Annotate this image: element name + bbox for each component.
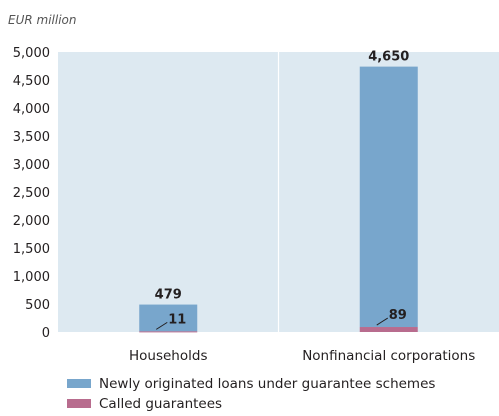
bar-nfc-called [359, 327, 418, 332]
bar-households-called [139, 331, 198, 333]
category-label: Nonfinancial corporations [302, 348, 475, 364]
category-labels: Households Nonfinancial corporations [129, 348, 475, 364]
data-label: 11 [168, 312, 186, 327]
y-tick-label: 3,000 [13, 158, 50, 173]
y-tick-label: 1,500 [13, 242, 50, 257]
y-tick-label: 2,500 [13, 186, 50, 201]
leader-line [155, 321, 168, 330]
y-tick-label: 3,500 [13, 130, 50, 145]
legend-swatch [67, 379, 91, 388]
y-tick-label: 1,000 [13, 270, 50, 285]
bar-nfc-new-loans [359, 66, 418, 328]
legend-label: Newly originated loans under guarantee s… [99, 376, 435, 392]
leader-line [376, 317, 389, 326]
bar-households-new-loans [139, 304, 198, 332]
bars [139, 66, 418, 333]
data-labels: 479 11 4,650 89 [155, 50, 409, 330]
y-tick-label: 4,000 [13, 102, 50, 117]
y-tick-label: 500 [25, 298, 50, 313]
data-label: 89 [389, 308, 407, 323]
unit-label: EUR million [8, 13, 77, 27]
legend: Newly originated loans under guarantee s… [67, 376, 435, 412]
category-label: Households [129, 348, 207, 364]
y-tick-label: 2,000 [13, 214, 50, 229]
legend-label: Called guarantees [99, 396, 222, 412]
legend-swatch [67, 399, 91, 408]
y-axis-ticks: 5,000 4,500 4,000 3,500 3,000 2,500 2,000 1,500… [13, 46, 50, 341]
data-label: 479 [155, 288, 182, 303]
y-tick-label: 4,500 [13, 74, 50, 89]
y-tick-label: 0 [42, 326, 50, 341]
y-tick-label: 5,000 [13, 46, 50, 61]
data-label: 4,650 [368, 50, 409, 65]
